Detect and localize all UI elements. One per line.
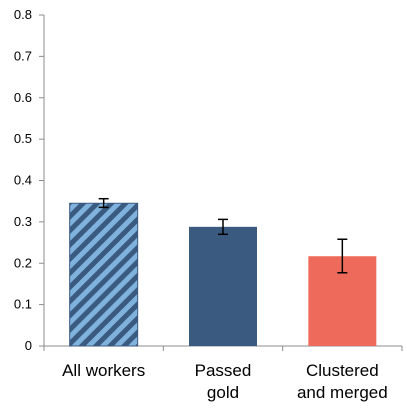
y-tick-label: 0.3 (14, 214, 32, 229)
y-tick-label: 0.4 (14, 173, 32, 188)
y-tick-label: 0.7 (14, 48, 32, 63)
x-category-label-2: Clustered and merged (297, 361, 388, 402)
y-tick-label: 0 (25, 338, 32, 353)
bar-1 (189, 226, 257, 346)
y-tick-label: 0.5 (14, 131, 32, 146)
y-tick-label: 0.6 (14, 90, 32, 105)
x-category-label-0: All workers (62, 361, 145, 380)
x-category-label-1: Passed gold (195, 361, 252, 402)
y-tick-label: 0.8 (14, 7, 32, 22)
y-tick-label: 0.2 (14, 255, 32, 270)
bar-0 (69, 202, 139, 347)
y-tick-label: 0.1 (14, 297, 32, 312)
